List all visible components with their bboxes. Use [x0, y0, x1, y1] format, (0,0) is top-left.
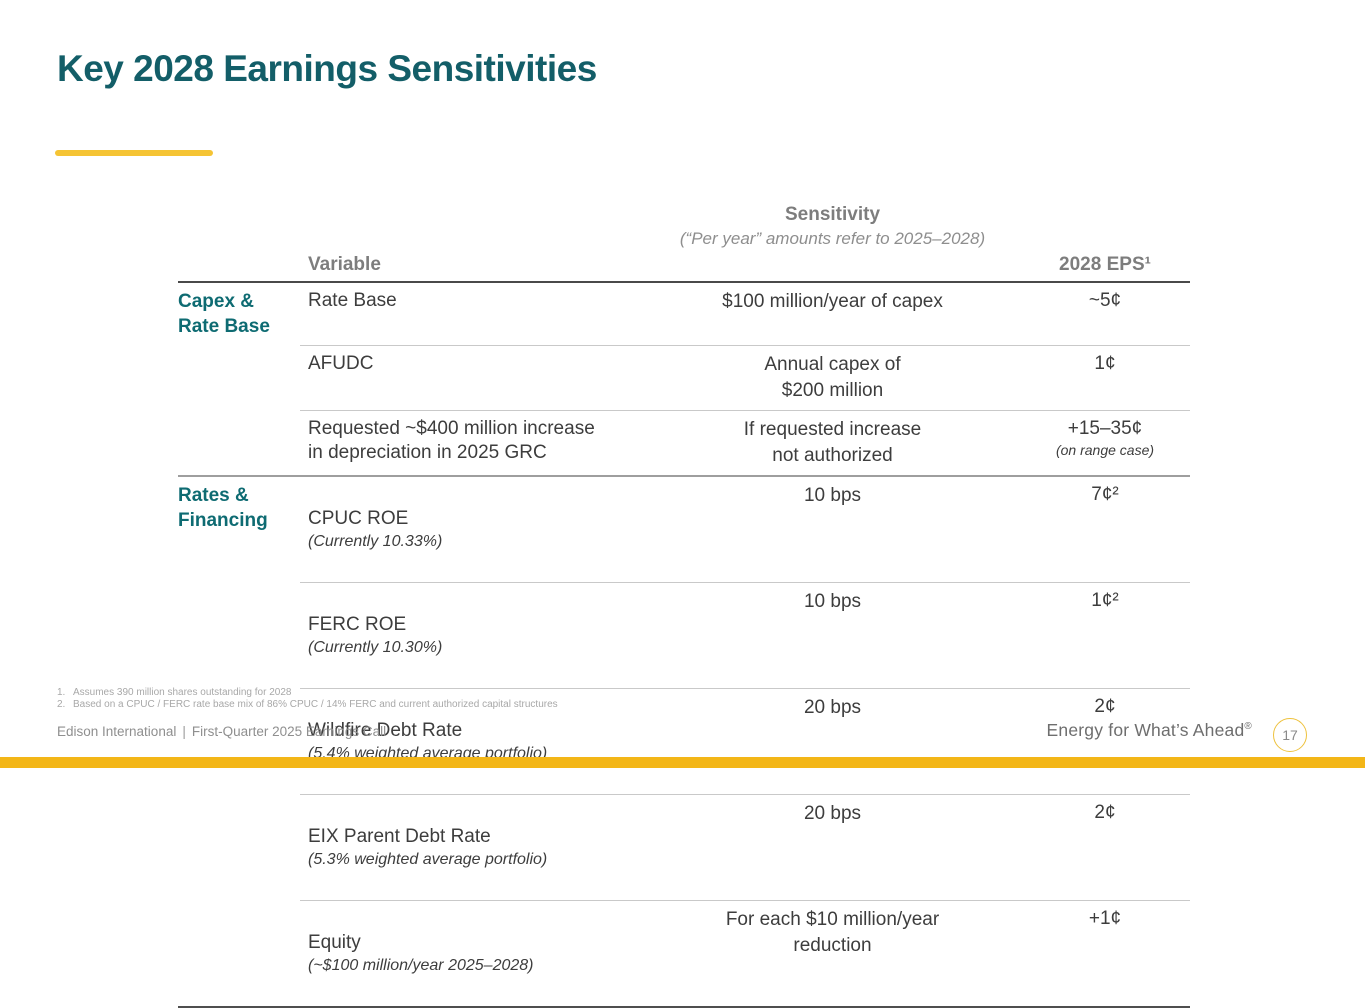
row-eps: 7¢² [1091, 484, 1119, 505]
footnote-text: Based on a CPUC / FERC rate base mix of … [73, 698, 558, 710]
variable-note: (Currently 10.30%) [308, 639, 443, 656]
footnote: 1. Assumes 390 million shares outstandin… [57, 687, 558, 699]
row-group-label: Capex & Rate Base [178, 291, 270, 337]
variable-text: Rate Base [308, 290, 397, 311]
variable-note: (~$100 million/year 2025–2028) [308, 957, 534, 974]
variable-note: (Currently 10.33%) [308, 533, 443, 550]
row-variable: CPUC ROE (Currently 10.33%) [300, 477, 645, 582]
header-sensitivity-label: Sensitivity [784, 204, 881, 225]
row-variable: EIX Parent Debt Rate (5.3% weighted aver… [300, 794, 645, 900]
table-row: AFUDC Annual capex of $200 million 1¢ [178, 345, 1190, 410]
footer-event: First-Quarter 2025 Earnings Call [191, 724, 387, 739]
footnotes: 1. Assumes 390 million shares outstandin… [57, 687, 558, 710]
row-eps: 2¢ [1020, 688, 1190, 794]
footnote-number: 1. [57, 687, 66, 698]
page-title: Key 2028 Earnings Sensitivities [57, 48, 597, 89]
variable-text: Requested ~$400 million increase in depr… [308, 418, 595, 463]
bottom-accent-bar [0, 757, 1365, 768]
footnote: 2. Based on a CPUC / FERC rate base mix … [57, 699, 558, 711]
eps-note: (on range case) [1055, 442, 1155, 458]
slide: Key 2028 Earnings Sensitivities Variable… [0, 48, 1365, 1008]
table-row: EIX Parent Debt Rate (5.3% weighted aver… [178, 794, 1190, 900]
row-sensitivity: For each $10 million/year reduction [645, 900, 1020, 1006]
table-row: Requested ~$400 million increase in depr… [178, 410, 1190, 475]
table-row: Rates & Financing CPUC ROE (Currently 10… [178, 475, 1190, 582]
table-header-row: Variable Sensitivity (“Per year” amounts… [178, 170, 1190, 283]
variable-note: (5.3% weighted average portfolio) [308, 851, 548, 868]
variable-text: FERC ROE [308, 614, 407, 635]
sensitivities-table: Variable Sensitivity (“Per year” amounts… [178, 170, 1190, 1008]
row-eps: 2¢ [1020, 794, 1190, 900]
header-sensitivity-note: (“Per year” amounts refer to 2025–2028) [679, 229, 986, 248]
row-eps: ~5¢ [1088, 290, 1122, 311]
table-row: FERC ROE (Currently 10.30%) 10 bps 1¢² [178, 582, 1190, 688]
variable-text: Equity [308, 932, 361, 953]
header-group-spacer [178, 270, 300, 281]
brand-tagline: Energy for What’s Ahead® [1047, 720, 1252, 741]
table-row: Capex & Rate Base Rate Base $100 million… [178, 283, 1190, 345]
row-group-label [178, 582, 300, 688]
row-sensitivity: 20 bps [645, 794, 1020, 900]
footer-separator: | [182, 724, 186, 739]
eps-value: +15–35¢ [1067, 418, 1143, 439]
row-sensitivity: If requested increase not authorized [645, 410, 1020, 475]
title-accent-bar [55, 150, 213, 156]
variable-text: CPUC ROE [308, 508, 409, 529]
row-group-label [178, 794, 300, 900]
footnote-text: Assumes 390 million shares outstanding f… [73, 687, 292, 698]
tagline-text: Energy for What’s Ahead [1046, 720, 1245, 740]
row-sensitivity: 20 bps [645, 688, 1020, 794]
row-variable: Rate Base [300, 283, 645, 345]
row-sensitivity: Annual capex of $200 million [645, 345, 1020, 410]
variable-text: AFUDC [308, 353, 374, 374]
row-variable: AFUDC [300, 345, 645, 410]
header-eps: 2028 EPS¹ [1059, 254, 1151, 275]
row-group-label [178, 900, 300, 1006]
row-eps: +1¢ [1020, 900, 1190, 1006]
row-group-label: Rates & Financing [178, 485, 268, 531]
row-sensitivity: 10 bps [645, 582, 1020, 688]
header-sensitivity: Sensitivity (“Per year” amounts refer to… [645, 170, 1020, 281]
variable-text: EIX Parent Debt Rate [308, 826, 491, 847]
footer-company: Edison International [57, 724, 177, 739]
table-row: Equity (~$100 million/year 2025–2028) Fo… [178, 900, 1190, 1006]
footnote-number: 2. [57, 698, 66, 710]
row-group-label [178, 345, 300, 410]
row-eps: 1¢² [1020, 582, 1190, 688]
variable-text: Wildfire Debt Rate [308, 720, 463, 741]
row-variable: Equity (~$100 million/year 2025–2028) [300, 900, 645, 1006]
footer-attribution: Edison International | First-Quarter 2025 … [57, 724, 386, 739]
row-group-label [178, 410, 300, 475]
row-sensitivity: $100 million/year of capex [722, 291, 943, 312]
registered-mark: ® [1244, 721, 1252, 733]
row-eps: +15–35¢ (on range case) [1020, 410, 1190, 475]
page-number-badge: 17 [1273, 718, 1307, 752]
row-eps: 1¢ [1020, 345, 1190, 410]
header-variable: Variable [308, 254, 381, 275]
page-number: 17 [1282, 727, 1298, 743]
row-variable: Requested ~$400 million increase in depr… [300, 410, 645, 475]
row-sensitivity: 10 bps [803, 485, 862, 506]
row-variable: FERC ROE (Currently 10.30%) [300, 582, 645, 688]
